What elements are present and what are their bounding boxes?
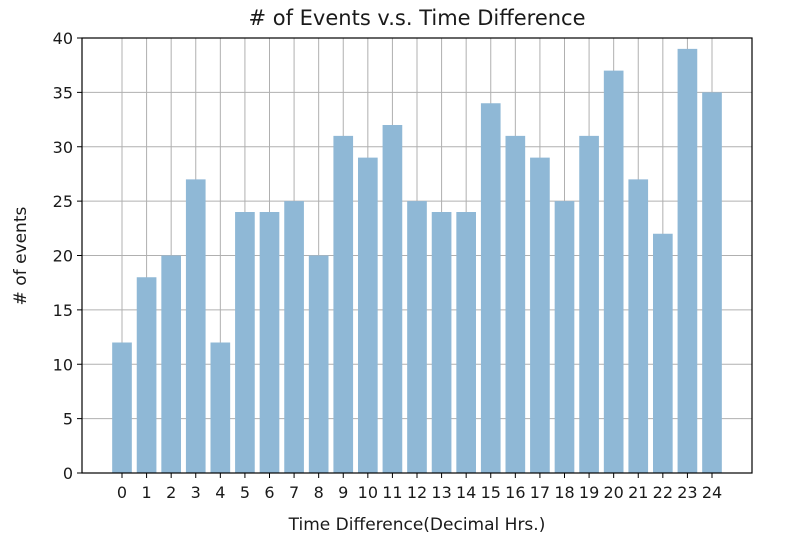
bar-3 (185, 179, 206, 473)
y-tick-label: 25 (53, 192, 73, 211)
bar-10 (358, 157, 378, 473)
bar-8 (308, 255, 329, 473)
bar-21 (628, 179, 649, 473)
x-tick-label: 6 (264, 483, 274, 502)
bar-5 (235, 212, 255, 473)
x-tick-label: 23 (677, 483, 697, 502)
x-tick-label: 19 (579, 483, 599, 502)
y-tick-label: 0 (63, 464, 73, 483)
y-axis-ticks: 0 5 10 15 20 25 30 35 40 (53, 29, 82, 483)
y-tick-label: 15 (53, 301, 73, 320)
x-tick-label: 21 (628, 483, 648, 502)
bar-2 (161, 255, 181, 473)
x-tick-label: 11 (382, 483, 402, 502)
bar-14 (456, 212, 476, 473)
x-tick-label: 18 (554, 483, 574, 502)
x-tick-label: 5 (240, 483, 250, 502)
x-tick-label: 9 (338, 483, 348, 502)
x-tick-label: 13 (431, 483, 451, 502)
x-tick-label: 10 (358, 483, 378, 502)
x-tick-label: 24 (702, 483, 722, 502)
bar-4 (210, 342, 231, 473)
x-tick-label: 1 (141, 483, 151, 502)
bar-13 (431, 212, 452, 473)
x-tick-label: 0 (117, 483, 127, 502)
x-tick-label: 17 (530, 483, 550, 502)
bar-22 (653, 233, 673, 473)
bar-24 (702, 92, 722, 473)
bar-20 (603, 70, 624, 473)
x-axis-ticks: 0 1 2 3 4 5 6 7 8 9 10 11 12 13 14 15 16 17 18 19 20 21 22 23 24 (117, 473, 722, 502)
x-tick-label: 8 (314, 483, 324, 502)
y-tick-label: 5 (63, 410, 73, 429)
x-tick-label: 15 (481, 483, 501, 502)
y-tick-label: 35 (53, 83, 73, 102)
x-axis-label: Time Difference(Decimal Hrs.) (288, 515, 546, 535)
bar-18 (554, 201, 575, 473)
x-tick-label: 4 (215, 483, 225, 502)
bar-1 (136, 277, 157, 473)
x-tick-label: 14 (456, 483, 476, 502)
bar-19 (579, 135, 599, 473)
x-tick-label: 2 (166, 483, 176, 502)
y-tick-label: 10 (53, 355, 73, 374)
y-axis-label: # of events (11, 207, 31, 306)
bar-17 (530, 157, 550, 473)
x-tick-label: 7 (289, 483, 299, 502)
bar-12 (407, 201, 427, 473)
y-tick-label: 20 (53, 247, 73, 266)
bar-9 (333, 135, 354, 473)
x-tick-label: 3 (191, 483, 201, 502)
bar-16 (505, 135, 526, 473)
y-tick-label: 30 (53, 138, 73, 157)
x-tick-label: 22 (653, 483, 673, 502)
x-tick-label: 20 (603, 483, 623, 502)
bar-6 (259, 212, 280, 473)
chart-title: # of Events v.s. Time Difference (248, 6, 585, 30)
bars (112, 48, 722, 473)
x-tick-label: 12 (407, 483, 427, 502)
y-tick-label: 40 (53, 29, 73, 48)
bar-0 (112, 342, 132, 473)
bar-15 (480, 103, 501, 473)
x-tick-label: 16 (505, 483, 525, 502)
bar-23 (677, 48, 698, 473)
bar-11 (382, 125, 403, 473)
bar-7 (284, 201, 304, 473)
